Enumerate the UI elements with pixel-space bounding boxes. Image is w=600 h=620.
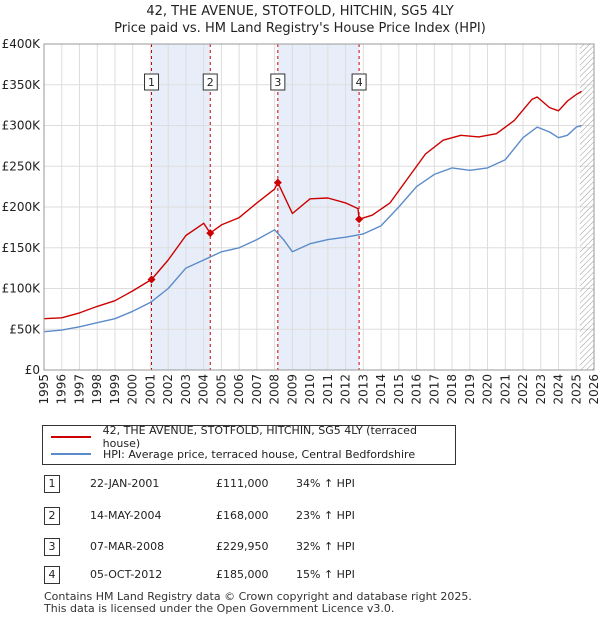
x-tick-label: 2013: [356, 374, 370, 405]
plot-frame: [43, 43, 595, 371]
legend-item-property: 42, THE AVENUE, STOTFOLD, HITCHIN, SG5 4…: [51, 424, 455, 450]
y-tick-label: £150K: [2, 241, 42, 255]
transaction-price: £168,000: [216, 509, 269, 522]
x-tick-label: 2016: [410, 374, 424, 405]
transaction-price: £111,000: [216, 477, 269, 490]
transaction-number: 2: [44, 507, 60, 525]
sale-label-box: [351, 73, 367, 91]
sale-label: 4: [356, 76, 363, 89]
sale-label-box: [144, 73, 160, 91]
transaction-hpi-diff: 34% ↑ HPI: [296, 477, 355, 490]
transaction-date: 14-MAY-2004: [90, 509, 162, 522]
x-tick-label: 2026: [587, 374, 600, 405]
x-tick-label: 2009: [285, 374, 299, 405]
transaction-hpi-diff: 32% ↑ HPI: [296, 540, 355, 553]
x-tick-label: 2022: [516, 374, 530, 405]
x-tick-label: 2019: [463, 374, 477, 405]
chart-title: 42, THE AVENUE, STOTFOLD, HITCHIN, SG5 4…: [146, 4, 454, 19]
x-tick-label: 2023: [534, 374, 548, 405]
transaction-hpi-diff: 23% ↑ HPI: [296, 509, 355, 522]
x-tick-label: 2000: [126, 374, 140, 405]
hpi-series-line: [43, 124, 582, 333]
sale-point: [273, 178, 282, 187]
sale-label-box: [270, 73, 286, 91]
legend-swatch-hpi: [51, 453, 91, 455]
sale-point: [355, 215, 364, 224]
x-tick-label: 2012: [339, 374, 353, 405]
transaction-row: 2 14-MAY-2004 £168,000 23% ↑ HPI: [44, 507, 424, 525]
sale-label: 3: [274, 76, 281, 89]
footer-licence: This data is licensed under the Open Gov…: [44, 602, 395, 615]
x-tick-label: 2011: [321, 374, 335, 405]
transaction-date: 22-JAN-2001: [90, 477, 160, 490]
x-tick-label: 2003: [179, 374, 193, 405]
transaction-row: 1 22-JAN-2001 £111,000 34% ↑ HPI: [44, 475, 424, 493]
x-tick-label: 1996: [55, 374, 69, 405]
transaction-row: 4 05-OCT-2012 £185,000 15% ↑ HPI: [44, 566, 424, 584]
transaction-date: 07-MAR-2008: [90, 540, 165, 553]
x-tick-label: 2001: [143, 374, 157, 405]
legend: 42, THE AVENUE, STOTFOLD, HITCHIN, SG5 4…: [42, 424, 456, 465]
legend-label-hpi: HPI: Average price, terraced house, Cent…: [103, 447, 416, 461]
transaction-number: 1: [44, 475, 60, 493]
y-tick-label: £200K: [2, 200, 42, 214]
price-chart: 1 2 3 4 £0 £50K £100K £150K £200K £250K £300K £350…: [2, 37, 600, 405]
chart-subtitle: Price paid vs. HM Land Registry's House …: [114, 21, 486, 36]
transaction-number: 4: [44, 566, 60, 584]
x-tick-label: 2015: [392, 374, 406, 405]
x-tick-label: 1999: [108, 374, 122, 405]
x-tick-label: 1997: [72, 374, 86, 405]
transaction-hpi-diff: 15% ↑ HPI: [296, 568, 355, 581]
x-tick-label: 2017: [427, 374, 441, 405]
transaction-row: 3 07-MAR-2008 £229,950 32% ↑ HPI: [44, 538, 424, 556]
property-series-line: [43, 90, 582, 320]
x-tick-label: 2006: [232, 374, 246, 405]
x-tick-label: 2002: [161, 374, 175, 405]
x-tick-label: 1998: [90, 374, 104, 405]
x-tick-label: 2020: [481, 374, 495, 405]
legend-swatch-property: [51, 436, 91, 438]
legend-item-hpi: HPI: Average price, terraced house, Cent…: [51, 446, 415, 462]
x-tick-label: 2007: [250, 374, 264, 405]
sale-point: [147, 275, 156, 284]
transaction-price: £185,000: [216, 568, 269, 581]
transaction-date: 05-OCT-2012: [90, 568, 163, 581]
x-tick-label: 2021: [498, 374, 512, 405]
forecast-hatch: [579, 44, 594, 370]
y-tick-label: £100K: [2, 282, 42, 296]
y-tick-label: £400K: [2, 37, 42, 51]
x-tick-label: 2005: [214, 374, 228, 405]
y-tick-label: £250K: [2, 159, 42, 173]
y-tick-label: £50K: [9, 322, 41, 336]
transaction-number: 3: [44, 538, 60, 556]
sale-label: 1: [148, 76, 155, 89]
x-tick-label: 2018: [445, 374, 459, 405]
y-tick-label: £300K: [2, 119, 42, 133]
x-tick-label: 2024: [552, 374, 566, 405]
sale-label-box: [202, 73, 218, 91]
legend-label-property: 42, THE AVENUE, STOTFOLD, HITCHIN, SG5 4…: [102, 424, 417, 450]
transaction-price: £229,950: [216, 540, 269, 553]
x-tick-label: 2004: [197, 374, 211, 405]
x-tick-label: 2010: [303, 374, 317, 405]
x-tick-label: 1995: [37, 374, 51, 405]
x-tick-label: 2025: [569, 374, 583, 405]
x-tick-label: 2008: [268, 374, 282, 405]
sale-point: [206, 229, 215, 238]
y-tick-label: £0: [25, 363, 40, 377]
x-tick-label: 2014: [374, 374, 388, 405]
footer-copyright: Contains HM Land Registry data © Crown c…: [44, 590, 472, 603]
sale-label: 2: [207, 76, 214, 89]
y-tick-label: £350K: [2, 78, 42, 92]
